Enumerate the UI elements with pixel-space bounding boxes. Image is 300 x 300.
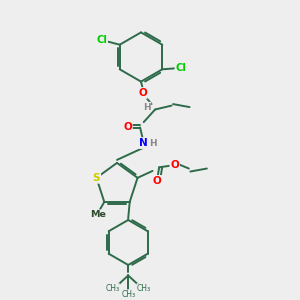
Text: H: H bbox=[149, 139, 157, 148]
Text: H: H bbox=[143, 103, 151, 112]
Text: Me: Me bbox=[90, 210, 106, 219]
Text: O: O bbox=[138, 88, 147, 98]
Text: Cl: Cl bbox=[176, 63, 186, 73]
Text: O: O bbox=[123, 122, 132, 133]
Text: O: O bbox=[170, 160, 179, 170]
Text: CH₃: CH₃ bbox=[106, 284, 120, 292]
Text: CH₃: CH₃ bbox=[137, 284, 151, 292]
Text: Cl: Cl bbox=[96, 35, 107, 45]
Text: N: N bbox=[139, 138, 148, 148]
Text: O: O bbox=[152, 176, 161, 186]
Text: CH₃: CH₃ bbox=[121, 290, 135, 298]
Text: S: S bbox=[93, 173, 100, 183]
